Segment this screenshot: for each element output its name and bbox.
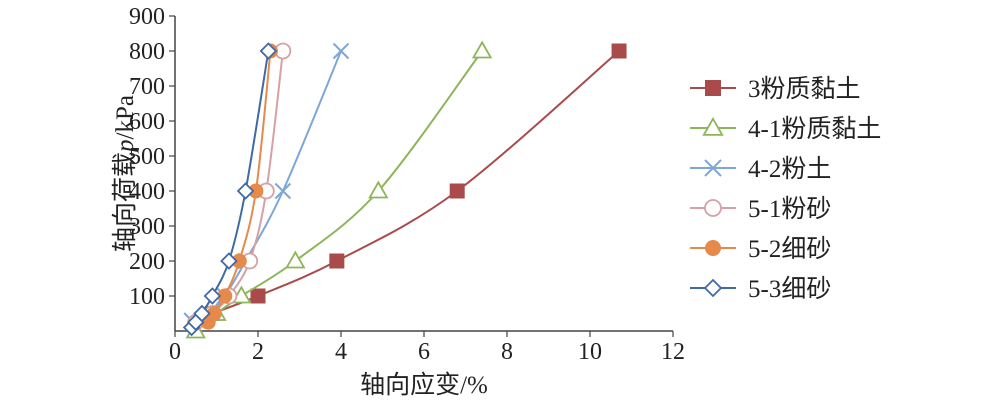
- data-point: [449, 183, 465, 199]
- data-point: [332, 42, 350, 60]
- data-point: [329, 253, 345, 269]
- data-point: [236, 182, 255, 200]
- x-tick-label: 4: [335, 339, 347, 365]
- y-ticks: 100 200 300 400 500 600 700 800 900: [129, 4, 175, 310]
- legend-item: 4-1粉质黏土: [690, 115, 881, 143]
- x-tick-label: 0: [169, 339, 181, 365]
- legend-label: 5-2细砂: [748, 235, 831, 263]
- legend-item: 5-2细砂: [690, 235, 831, 263]
- data-point: [193, 304, 211, 323]
- data-point: [259, 42, 278, 60]
- legend: 3粉质黏土 4-1粉质黏土 4-2粉土 5-1粉砂 5-2细砂 5-3细砂: [690, 75, 881, 303]
- data-point: [203, 287, 222, 305]
- data-point: [285, 250, 306, 269]
- data-point: [471, 40, 493, 59]
- legend-label: 5-1粉砂: [748, 195, 831, 223]
- legend-item: 4-2粉土: [690, 155, 831, 183]
- x-ticks: 0 2 4 6 8 10 12: [169, 331, 685, 365]
- y-axis-title-unit: /kPa: [112, 95, 139, 139]
- x-tick-label: 6: [418, 339, 430, 365]
- legend-item: 5-1粉砂: [690, 195, 831, 223]
- legend-label: 4-1粉质黏土: [748, 115, 881, 143]
- legend-label: 4-2粉土: [748, 155, 831, 183]
- data-point: [250, 288, 266, 304]
- data-point: [611, 43, 627, 59]
- data-point: [248, 183, 264, 199]
- data-point: [704, 199, 722, 217]
- data-point: [368, 180, 389, 199]
- y-axis-title: 轴向荷载p/kPa: [111, 95, 139, 252]
- x-tick-label: 8: [501, 339, 513, 365]
- data-point: [206, 306, 222, 321]
- data-point: [705, 240, 721, 256]
- legend-label: 3粉质黏土: [748, 75, 861, 103]
- y-axis-title-prefix: 轴向荷载: [111, 152, 139, 252]
- data-point: [220, 252, 238, 270]
- data-point: [274, 182, 292, 200]
- y-tick-label: 700: [129, 74, 165, 100]
- x-tick-label: 12: [661, 339, 685, 365]
- y-tick-label: 500: [129, 144, 165, 170]
- legend-item: 5-3细砂: [690, 275, 831, 303]
- plot-area: [182, 40, 627, 339]
- y-axis-title-variable: p: [112, 139, 139, 154]
- legend-item: 3粉质黏土: [690, 75, 861, 103]
- data-point: [702, 116, 724, 136]
- y-tick-label: 400: [129, 179, 165, 205]
- axes: [174, 16, 673, 332]
- data-point: [231, 253, 247, 269]
- x-axis-title: 轴向应变/%: [360, 371, 488, 399]
- series-6: [182, 42, 278, 337]
- series-4: [187, 42, 292, 331]
- series-line: [211, 50, 620, 315]
- y-tick-label: 600: [129, 109, 165, 135]
- data-point: [705, 80, 721, 96]
- y-tick-label: 100: [129, 284, 165, 310]
- legend-label: 5-3细砂: [748, 275, 831, 303]
- data-point: [703, 278, 723, 298]
- y-tick-label: 800: [129, 39, 165, 65]
- data-point: [217, 288, 233, 304]
- y-tick-label: 900: [129, 4, 165, 30]
- x-tick-label: 10: [578, 339, 602, 365]
- data-point: [704, 159, 722, 177]
- y-tick-label: 200: [129, 249, 165, 275]
- x-tick-label: 2: [252, 339, 264, 365]
- y-tick-label: 300: [129, 214, 165, 240]
